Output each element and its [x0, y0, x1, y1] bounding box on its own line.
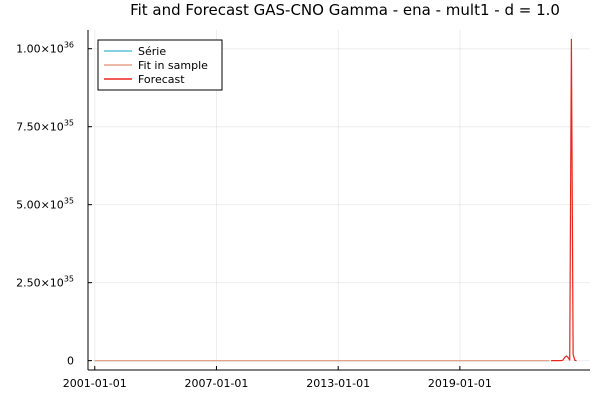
y-tick-label: 2.50×1035: [16, 275, 74, 290]
x-tick-label: 2001-01-01: [63, 377, 127, 390]
y-tick-label: 1.00×1036: [16, 41, 74, 56]
x-tick-label: 2019-01-01: [428, 377, 492, 390]
chart-title: Fit and Forecast GAS-CNO Gamma - ena - m…: [130, 1, 560, 19]
legend-label: Série: [138, 45, 166, 58]
legend-label: Forecast: [138, 73, 185, 86]
plot-series: [94, 38, 577, 362]
series-line-2: [551, 38, 577, 362]
y-tick-label: 7.50×1035: [16, 119, 74, 134]
x-tick-label: 2013-01-01: [306, 377, 370, 390]
axes: 2001-01-01 2007-01-01 2013-01-01 2019-01-01…: [16, 30, 590, 390]
legend-label: Fit in sample: [138, 59, 208, 72]
x-tick-label: 2007-01-01: [184, 377, 248, 390]
y-tick-label: 0: [67, 355, 74, 368]
y-tick-label: 5.00×1035: [16, 197, 74, 212]
